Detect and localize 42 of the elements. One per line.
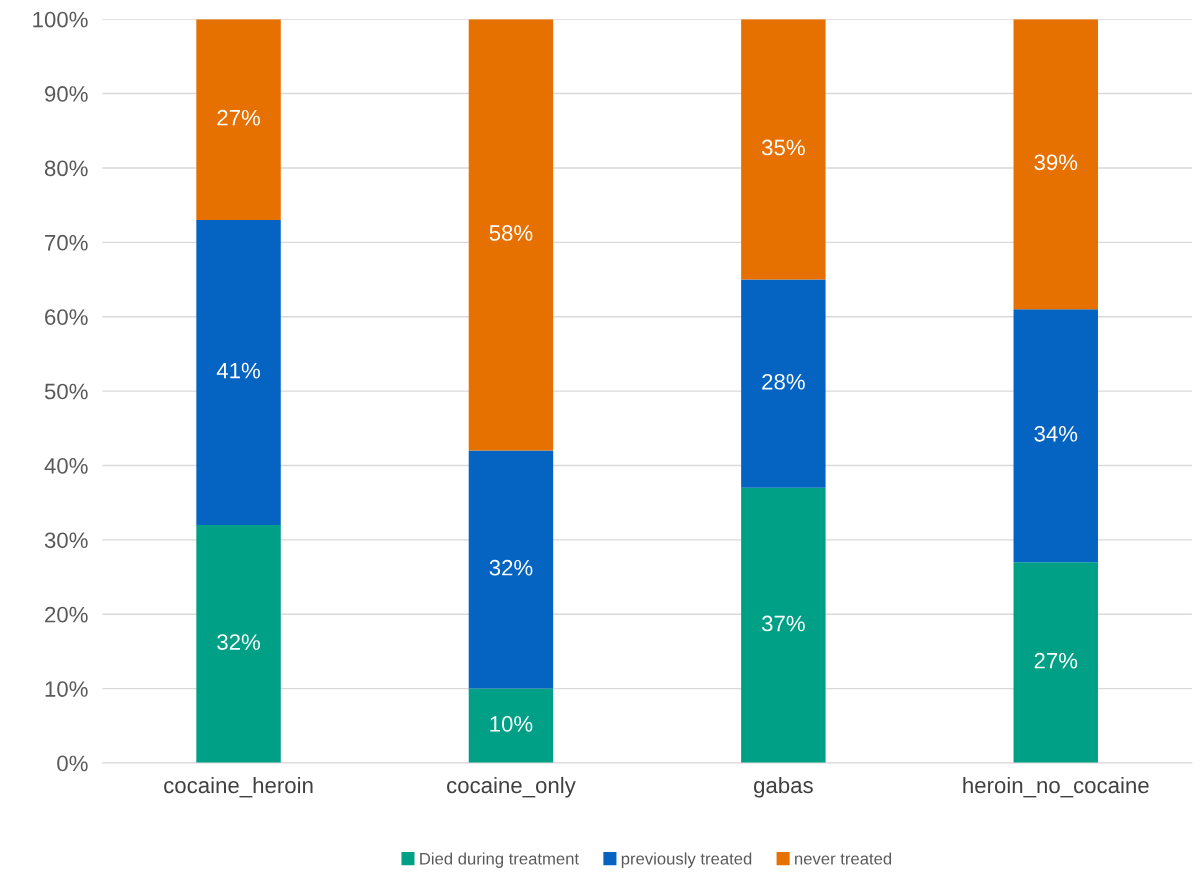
bar bbox=[468, 688, 554, 763]
bar bbox=[741, 487, 826, 763]
bar bbox=[741, 279, 826, 488]
x-tick-label: cocaine_heroin bbox=[164, 776, 313, 798]
y-tick-label: 40% bbox=[44, 458, 88, 474]
bar bbox=[1013, 562, 1098, 763]
data-label: 34% bbox=[1034, 425, 1078, 442]
bar bbox=[196, 19, 281, 221]
bar bbox=[468, 450, 554, 689]
data-label: 27% bbox=[1034, 652, 1078, 669]
bar bbox=[468, 19, 554, 451]
y-tick-label: 10% bbox=[45, 681, 88, 697]
data-label: 41% bbox=[216, 362, 260, 379]
x-tick-label: gabas bbox=[754, 776, 813, 798]
data-label: 39% bbox=[1034, 154, 1078, 171]
x-tick-label: heroin_no_cocaine bbox=[963, 776, 1149, 798]
x-tick-label: cocaine_only bbox=[447, 776, 576, 798]
legend-label: Died during treatment bbox=[420, 852, 579, 868]
y-tick-label: 70% bbox=[45, 234, 88, 251]
y-tick-label: 60% bbox=[45, 309, 88, 325]
bar bbox=[1013, 309, 1098, 563]
bar bbox=[196, 220, 281, 525]
data-label: 37% bbox=[761, 615, 805, 632]
data-label: 10% bbox=[490, 716, 533, 732]
data-label: 28% bbox=[762, 373, 805, 390]
y-tick-label: 30% bbox=[44, 532, 88, 549]
data-label: 32% bbox=[489, 559, 533, 576]
bar bbox=[741, 19, 826, 280]
y-tick-label: 90% bbox=[45, 86, 88, 102]
bar bbox=[196, 524, 281, 763]
y-tick-label: 50% bbox=[44, 383, 88, 400]
data-label: 27% bbox=[217, 109, 260, 126]
legend-label: never treated bbox=[795, 852, 892, 865]
legend-label: previously treated bbox=[621, 852, 752, 868]
y-tick-label: 100% bbox=[33, 11, 88, 28]
y-tick-label: 80% bbox=[44, 160, 88, 177]
data-label: 32% bbox=[217, 634, 260, 650]
data-label: 58% bbox=[489, 225, 533, 241]
y-tick-label: 0% bbox=[57, 755, 88, 772]
bar bbox=[1013, 19, 1098, 310]
data-label: 35% bbox=[761, 139, 805, 156]
y-tick-label: 20% bbox=[45, 606, 88, 623]
